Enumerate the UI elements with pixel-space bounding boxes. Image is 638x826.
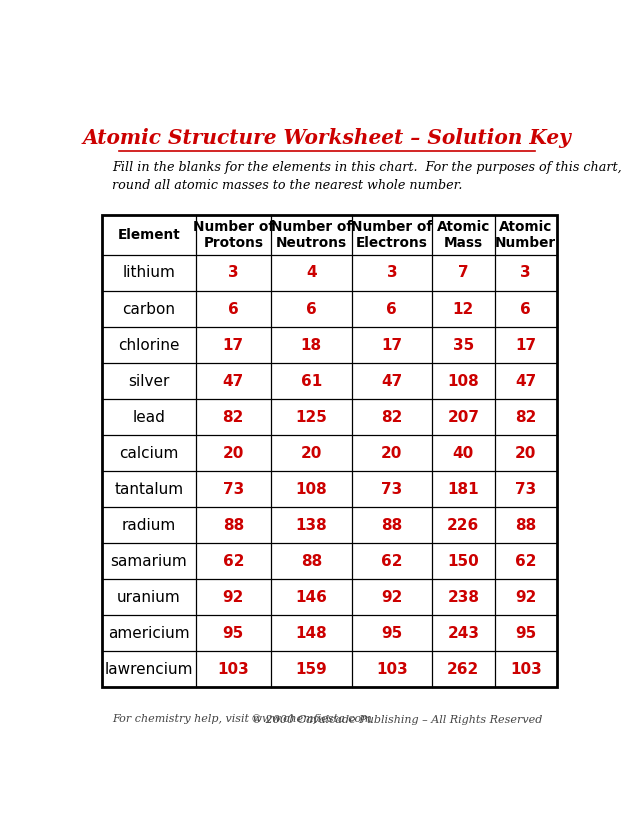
Text: Atomic Structure Worksheet – Solution Key: Atomic Structure Worksheet – Solution Ke… <box>82 128 572 148</box>
Text: Number of
Electrons: Number of Electrons <box>351 220 433 250</box>
Text: 20: 20 <box>300 446 322 461</box>
Text: 17: 17 <box>223 338 244 353</box>
Text: Number of
Protons: Number of Protons <box>193 220 274 250</box>
Text: Atomic
Mass: Atomic Mass <box>436 220 490 250</box>
Text: 20: 20 <box>381 446 403 461</box>
Text: 150: 150 <box>447 553 479 569</box>
Bar <box>102 215 557 687</box>
Text: chlorine: chlorine <box>118 338 179 353</box>
Text: 17: 17 <box>515 338 537 353</box>
Text: 88: 88 <box>515 518 537 533</box>
Text: Number of
Neutrons: Number of Neutrons <box>271 220 352 250</box>
Text: 6: 6 <box>521 301 531 316</box>
Text: silver: silver <box>128 373 170 388</box>
Text: 6: 6 <box>306 301 316 316</box>
Text: 238: 238 <box>447 590 479 605</box>
Text: 82: 82 <box>515 410 537 425</box>
Text: 40: 40 <box>453 446 474 461</box>
Text: 82: 82 <box>381 410 403 425</box>
Text: samarium: samarium <box>110 553 187 569</box>
Text: 7: 7 <box>458 265 469 281</box>
Text: carbon: carbon <box>122 301 175 316</box>
Text: 88: 88 <box>300 553 322 569</box>
Text: 159: 159 <box>295 662 327 677</box>
Text: 3: 3 <box>228 265 239 281</box>
Text: uranium: uranium <box>117 590 181 605</box>
Text: 20: 20 <box>223 446 244 461</box>
Text: 138: 138 <box>295 518 327 533</box>
Text: 103: 103 <box>218 662 249 677</box>
Text: 243: 243 <box>447 626 479 641</box>
Text: 62: 62 <box>515 553 537 569</box>
Text: 92: 92 <box>381 590 403 605</box>
Text: lead: lead <box>132 410 165 425</box>
Text: 95: 95 <box>223 626 244 641</box>
Text: lithium: lithium <box>122 265 175 281</box>
Text: 95: 95 <box>382 626 403 641</box>
Text: 108: 108 <box>295 482 327 496</box>
Text: 73: 73 <box>223 482 244 496</box>
Text: 47: 47 <box>223 373 244 388</box>
Text: 181: 181 <box>447 482 479 496</box>
Text: 82: 82 <box>223 410 244 425</box>
Text: 262: 262 <box>447 662 479 677</box>
Text: © 2000 Cavalcade Publishing – All Rights Reserved: © 2000 Cavalcade Publishing – All Rights… <box>251 714 542 724</box>
Text: 6: 6 <box>228 301 239 316</box>
Text: For chemistry help, visit www.chemfiesta.com: For chemistry help, visit www.chemfiesta… <box>112 714 372 724</box>
Text: 47: 47 <box>515 373 537 388</box>
Text: 73: 73 <box>382 482 403 496</box>
Text: 103: 103 <box>510 662 542 677</box>
Text: 35: 35 <box>453 338 474 353</box>
Text: Element: Element <box>117 228 180 242</box>
Text: 207: 207 <box>447 410 479 425</box>
Text: 47: 47 <box>382 373 403 388</box>
Text: 18: 18 <box>300 338 322 353</box>
Text: Atomic
Number: Atomic Number <box>495 220 556 250</box>
Text: round all atomic masses to the nearest whole number.: round all atomic masses to the nearest w… <box>112 178 463 192</box>
Text: 125: 125 <box>295 410 327 425</box>
Text: 62: 62 <box>223 553 244 569</box>
Text: 3: 3 <box>387 265 397 281</box>
Text: 73: 73 <box>515 482 537 496</box>
Text: 3: 3 <box>521 265 531 281</box>
Text: tantalum: tantalum <box>114 482 183 496</box>
Text: 146: 146 <box>295 590 327 605</box>
Text: 62: 62 <box>381 553 403 569</box>
Text: 95: 95 <box>515 626 537 641</box>
Text: 20: 20 <box>515 446 537 461</box>
Text: 88: 88 <box>382 518 403 533</box>
Text: 6: 6 <box>387 301 397 316</box>
Text: americium: americium <box>108 626 189 641</box>
Text: 17: 17 <box>382 338 403 353</box>
Text: radium: radium <box>122 518 176 533</box>
Text: lawrencium: lawrencium <box>105 662 193 677</box>
Text: calcium: calcium <box>119 446 179 461</box>
Text: 103: 103 <box>376 662 408 677</box>
Text: Fill in the blanks for the elements in this chart.  For the purposes of this cha: Fill in the blanks for the elements in t… <box>112 161 621 173</box>
Text: 88: 88 <box>223 518 244 533</box>
Text: 92: 92 <box>223 590 244 605</box>
Text: 92: 92 <box>515 590 537 605</box>
Text: 148: 148 <box>295 626 327 641</box>
Text: 4: 4 <box>306 265 316 281</box>
Text: 108: 108 <box>447 373 479 388</box>
Text: 12: 12 <box>453 301 474 316</box>
Text: 61: 61 <box>300 373 322 388</box>
Text: 226: 226 <box>447 518 479 533</box>
